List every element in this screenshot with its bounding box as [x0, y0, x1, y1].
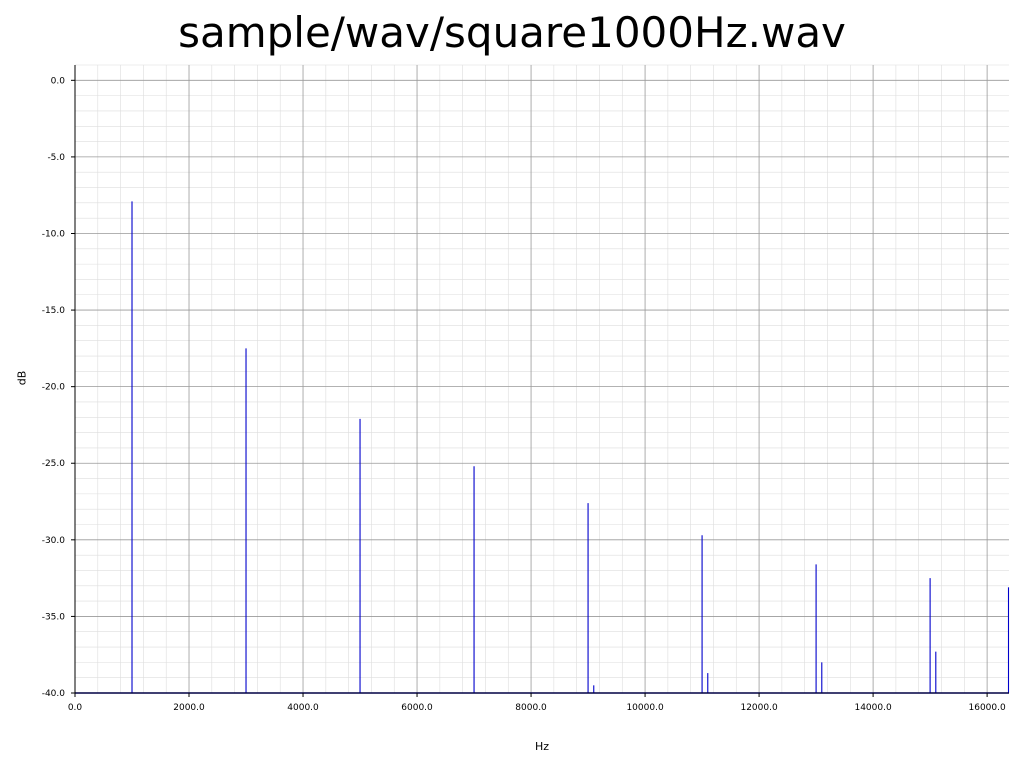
y-tick-label: -10.0 [42, 229, 66, 239]
x-tick-label: 16000.0 [969, 703, 1006, 713]
x-tick-label: 14000.0 [854, 703, 891, 713]
x-tick-label: 0.0 [68, 703, 83, 713]
y-tick-label: -15.0 [42, 306, 66, 316]
series-line [75, 201, 1010, 694]
y-axis-ticks: 0.0 -5.0 -10.0 -15.0 -20.0 -25.0 -30.0 -35.0 -40… [42, 76, 75, 699]
x-axis-label: Hz [534, 740, 550, 753]
y-tick-label: -40.0 [42, 689, 66, 699]
chart-title: sample/wav/square1000Hz.wav [178, 8, 846, 57]
y-axis-label: dB [15, 370, 29, 386]
y-tick-label: -20.0 [42, 383, 66, 393]
x-tick-label: 12000.0 [740, 703, 777, 713]
x-tick-label: 2000.0 [173, 703, 205, 713]
y-tick-label: 0.0 [51, 76, 66, 86]
x-tick-label: 10000.0 [626, 703, 663, 713]
x-tick-label: 4000.0 [287, 703, 319, 713]
x-axis-ticks: 0.0 2000.0 4000.0 6000.0 8000.0 10000.0 12000.… [68, 693, 1006, 713]
y-tick-label: -30.0 [42, 536, 66, 546]
y-tick-label: -5.0 [47, 153, 65, 163]
y-tick-label: -25.0 [42, 459, 66, 469]
x-tick-label: 6000.0 [401, 703, 433, 713]
x-tick-label: 8000.0 [515, 703, 547, 713]
y-tick-label: -35.0 [42, 612, 66, 622]
axes [74, 65, 1009, 694]
grid [74, 64, 1009, 694]
